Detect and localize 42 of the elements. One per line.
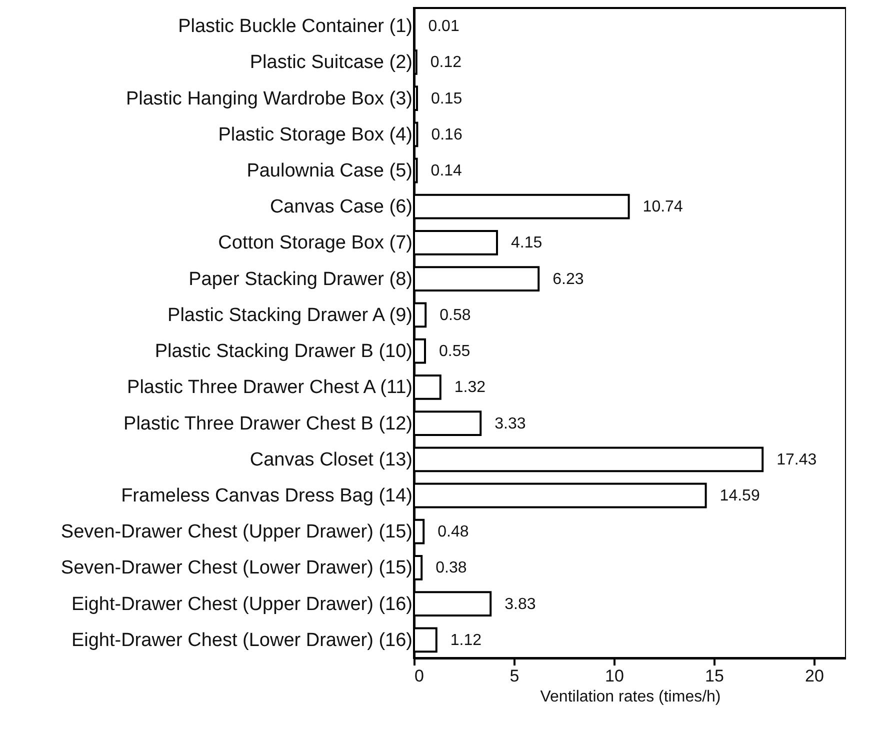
data-label: 0.58 bbox=[440, 306, 471, 324]
data-label: 4.15 bbox=[511, 234, 542, 252]
x-tick-label: 0 bbox=[414, 666, 424, 686]
x-tick-label: 20 bbox=[805, 666, 824, 686]
data-label: 1.12 bbox=[450, 632, 482, 649]
y-tick-label: Frameless Canvas Dress Bag (14) bbox=[121, 486, 412, 506]
data-label: 0.14 bbox=[430, 162, 462, 180]
y-tick-label: Paper Stacking Drawer (8) bbox=[188, 268, 412, 290]
y-tick-label: Plastic Three Drawer Chest A (11) bbox=[127, 377, 412, 398]
y-tick-label: Eight-Drawer Chest (Lower Drawer) (16) bbox=[71, 630, 412, 651]
data-label: 6.23 bbox=[552, 270, 584, 288]
data-label: 0.16 bbox=[431, 126, 462, 144]
data-label: 10.74 bbox=[642, 198, 683, 216]
data-label: 3.83 bbox=[504, 596, 536, 613]
data-label: 17.43 bbox=[776, 451, 817, 468]
y-tick-label: Seven-Drawer Chest (Lower Drawer) (15) bbox=[60, 558, 412, 579]
y-tick-label: Cotton Storage Box (7) bbox=[218, 232, 412, 254]
data-label: 14.59 bbox=[720, 488, 760, 504]
y-tick-label: Canvas Closet (13) bbox=[250, 449, 412, 470]
x-tick-label: 15 bbox=[705, 666, 724, 686]
y-tick-label: Paulownia Case (5) bbox=[246, 160, 412, 182]
y-tick-label: Plastic Storage Box (4) bbox=[218, 124, 412, 146]
data-label: 0.48 bbox=[438, 524, 469, 541]
x-tick-label: 10 bbox=[605, 666, 624, 686]
data-label: 0.12 bbox=[430, 54, 462, 72]
data-label: 0.01 bbox=[428, 18, 460, 36]
data-label: 0.38 bbox=[436, 560, 467, 577]
x-axis-title: Ventilation rates (times/h) bbox=[540, 688, 721, 706]
y-tick-label: Seven-Drawer Chest (Upper Drawer) (15) bbox=[60, 522, 412, 543]
x-tick-label: 5 bbox=[510, 666, 520, 686]
data-label: 0.15 bbox=[431, 90, 462, 108]
y-tick-label: Plastic Stacking Drawer B (10) bbox=[154, 341, 412, 362]
y-tick-label: Plastic Buckle Container (1) bbox=[178, 16, 412, 38]
y-tick-label: Plastic Three Drawer Chest B (12) bbox=[124, 413, 412, 434]
y-tick-label: Plastic Suitcase (2) bbox=[250, 52, 412, 74]
data-label: 0.55 bbox=[439, 343, 470, 360]
y-tick-label: Plastic Stacking Drawer A (9) bbox=[168, 304, 412, 326]
y-tick-label: Eight-Drawer Chest (Upper Drawer) (16) bbox=[71, 594, 412, 615]
data-label: 3.33 bbox=[494, 415, 526, 432]
y-tick-label: Canvas Case (6) bbox=[270, 196, 412, 218]
y-tick-label: Plastic Hanging Wardrobe Box (3) bbox=[126, 88, 412, 110]
data-label: 1.32 bbox=[454, 379, 486, 396]
